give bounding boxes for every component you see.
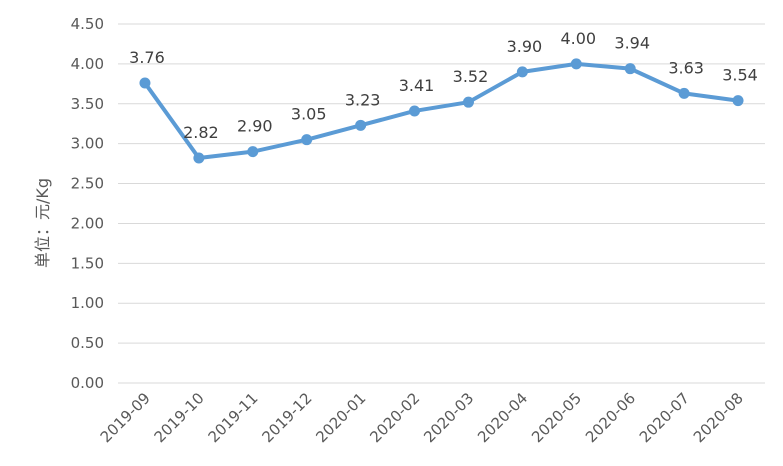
x-tick-label: 2019-09 — [97, 389, 154, 446]
x-tick-label: 2019-12 — [258, 389, 315, 446]
data-point — [247, 146, 259, 158]
x-tick-label: 2020-01 — [312, 389, 369, 446]
data-point — [570, 58, 582, 70]
x-tick-label: 2020-05 — [528, 389, 585, 446]
series-line — [143, 61, 739, 161]
data-point — [732, 95, 744, 107]
data-point — [624, 63, 636, 75]
y-tick-label: 2.50 — [71, 175, 104, 193]
data-label: 3.52 — [453, 67, 489, 86]
y-tick-label: 2.00 — [71, 214, 104, 232]
data-label: 3.63 — [668, 58, 704, 77]
data-point — [678, 87, 690, 99]
data-label: 4.00 — [560, 29, 596, 48]
y-tick-label: 3.00 — [71, 135, 104, 153]
x-tick-label: 2020-04 — [474, 389, 531, 446]
x-tick-label: 2020-07 — [636, 389, 693, 446]
data-labels: 3.76 2.82 2.90 3.05 3.23 3.41 3.52 3.90 4.00 3.94… — [129, 29, 758, 142]
x-tick-label: 2020-03 — [420, 389, 477, 446]
data-point — [462, 96, 474, 108]
data-label: 3.41 — [399, 76, 435, 95]
data-label: 3.76 — [129, 48, 165, 67]
x-tick-label: 2019-10 — [151, 389, 208, 446]
x-axis-ticks: 2019-092019-102019-112019-122020-012020-… — [97, 389, 747, 446]
data-label: 3.54 — [722, 66, 758, 85]
data-label: 3.23 — [345, 90, 381, 109]
y-tick-label: 0.00 — [71, 374, 104, 392]
x-tick-label: 2020-06 — [582, 389, 639, 446]
data-point — [355, 119, 367, 131]
gridlines — [118, 23, 765, 384]
x-tick-label: 2020-08 — [690, 389, 747, 446]
y-tick-label: 0.50 — [71, 334, 104, 352]
series-line-group — [139, 58, 744, 164]
y-tick-label: 4.50 — [71, 15, 104, 33]
y-tick-label: 3.50 — [71, 95, 104, 113]
data-label: 3.05 — [291, 105, 327, 124]
data-label: 2.82 — [183, 123, 219, 142]
x-tick-label: 2020-02 — [366, 389, 423, 446]
x-tick-label: 2019-11 — [205, 389, 262, 446]
data-point — [409, 105, 421, 117]
data-point — [139, 77, 151, 89]
y-tick-label: 4.00 — [71, 55, 104, 73]
data-point — [516, 66, 528, 78]
data-label: 3.94 — [614, 34, 650, 53]
data-label: 2.90 — [237, 117, 273, 136]
y-tick-label: 1.00 — [71, 294, 104, 312]
data-point — [301, 134, 313, 146]
y-tick-label: 1.50 — [71, 254, 104, 272]
y-axis-ticks: 0.00 0.50 1.00 1.50 2.00 2.50 3.00 3.50 4.00 4.50 — [71, 15, 104, 392]
data-label: 3.90 — [507, 37, 543, 56]
data-point — [193, 152, 205, 164]
y-axis-label: 单位：元/Kg — [33, 178, 52, 268]
